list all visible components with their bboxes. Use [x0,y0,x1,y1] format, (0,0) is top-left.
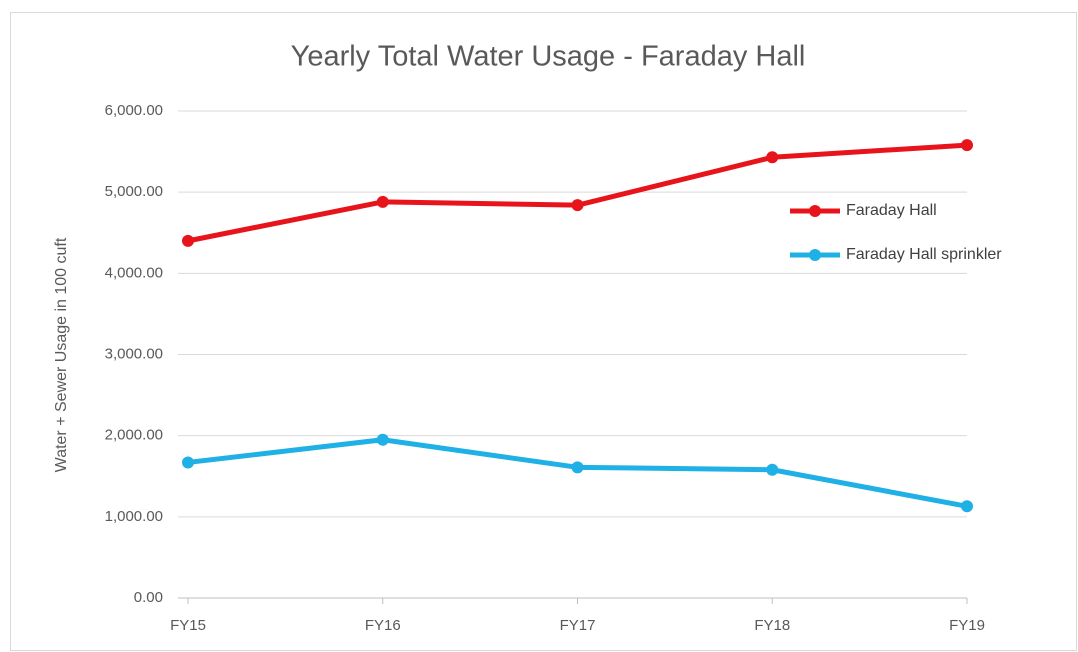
x-tick-label: FY15 [170,617,206,634]
chart-border [10,12,1077,651]
legend-label: Faraday Hall sprinkler [846,246,1002,263]
chart-title: Yearly Total Water Usage - Faraday Hall [291,41,806,73]
legend-label: Faraday Hall [846,202,937,219]
series-marker [961,139,973,152]
x-tick-label: FY18 [754,617,790,634]
series-marker [182,234,194,247]
series-marker [571,461,584,474]
x-tick-label: FY16 [365,617,401,634]
y-axis-title: Water + Sewer Usage in 100 cuft [53,237,70,472]
legend-marker [809,205,821,217]
legend-marker [809,249,821,261]
x-tick-label: FY19 [949,617,985,634]
series-marker [182,456,194,469]
y-tick-label: 0.00 [134,589,163,606]
series-marker [376,433,389,446]
y-tick-label: 4,000.00 [105,264,163,281]
series-marker [961,500,973,513]
series-marker [376,195,389,208]
y-tick-label: 1,000.00 [105,508,163,525]
x-tick-label: FY17 [560,617,596,634]
series-marker [766,463,779,476]
y-tick-label: 2,000.00 [105,427,163,444]
series-marker [766,151,779,164]
y-tick-label: 3,000.00 [105,345,163,362]
y-tick-label: 5,000.00 [105,183,163,200]
y-tick-label: 6,000.00 [105,102,163,119]
series-marker [571,199,584,212]
